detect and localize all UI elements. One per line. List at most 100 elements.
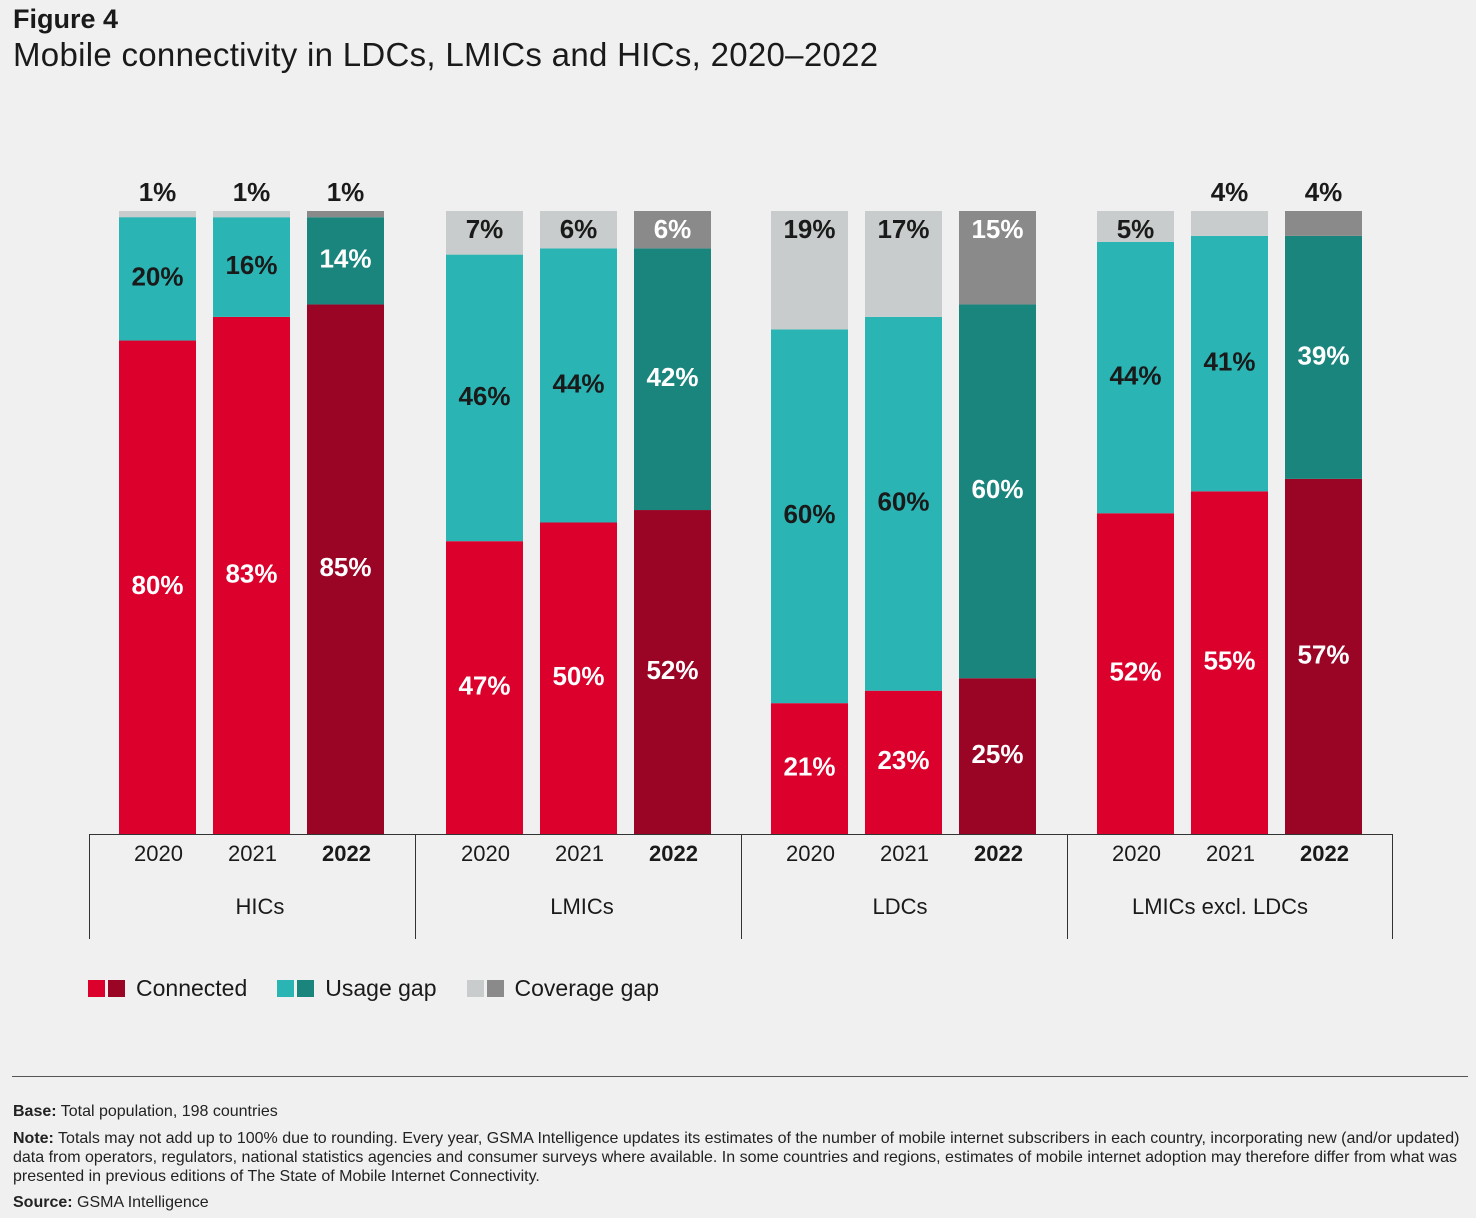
data-label-coverage-gap: 5% (1117, 214, 1155, 244)
data-label-connected: 25% (971, 739, 1023, 769)
data-label-coverage-gap: 6% (560, 214, 598, 244)
legend-swatch-usage-gap-2022 (297, 980, 315, 997)
bar-segment-coverage-gap (634, 211, 711, 249)
bar-segment-connected (119, 340, 196, 834)
group-label: LDCs (872, 894, 927, 919)
data-label-usage-gap: 14% (319, 244, 371, 274)
data-label-usage-gap: 16% (225, 250, 277, 280)
chart-legend: Connected Usage gap Coverage gap (88, 975, 689, 1002)
group-label: LMICs (550, 894, 614, 919)
data-label-usage-gap: 39% (1297, 340, 1349, 370)
data-label-coverage-gap: 4% (1305, 177, 1343, 207)
bar-segment-coverage-gap (1097, 211, 1174, 242)
bar-segment-usage-gap (1191, 235, 1268, 492)
data-label-coverage-gap: 4% (1211, 177, 1249, 207)
bar-segment-usage-gap (959, 304, 1036, 679)
data-label-coverage-gap: 1% (327, 177, 365, 207)
data-label-usage-gap: 42% (646, 362, 698, 392)
data-label-connected: 47% (458, 670, 510, 700)
bar-segment-connected (540, 522, 617, 834)
x-tick-label: 2021 (1206, 841, 1255, 866)
bar-segment-connected (1285, 478, 1362, 834)
data-label-connected: 50% (552, 661, 604, 691)
bar-segment-coverage-gap (119, 211, 196, 218)
stacked-bar-chart: 80% 20% 1% 2020 83% 16% 1% 2021 85% 14% 1% 2022 HICs… (89, 177, 1393, 939)
footnote-base-label: Base: (13, 1103, 57, 1120)
legend-item-coverage-gap: Coverage gap (466, 975, 660, 1002)
footnote-source: Source: GSMA Intelligence (13, 1193, 1463, 1212)
bar-segment-usage-gap (1097, 241, 1174, 514)
bar-segment-connected (634, 510, 711, 834)
bar-segment-coverage-gap (540, 211, 617, 249)
data-label-connected: 85% (319, 552, 371, 582)
group-label: LMICs excl. LDCs (1132, 894, 1308, 919)
data-label-coverage-gap: 15% (971, 214, 1023, 244)
data-label-coverage-gap: 19% (783, 214, 835, 244)
bar-segment-usage-gap (540, 248, 617, 523)
x-tick-label: 2022 (649, 841, 698, 866)
bar-segment-usage-gap (1285, 235, 1362, 479)
x-tick-label: 2022 (974, 841, 1023, 866)
x-tick-label: 2020 (134, 841, 183, 866)
bar-segment-connected (1097, 513, 1174, 834)
footnote-note-label: Note: (13, 1130, 54, 1147)
bar-segment-usage-gap (446, 254, 523, 542)
footnote-source-text: GSMA Intelligence (77, 1194, 209, 1211)
x-tick-label: 2022 (1300, 841, 1349, 866)
data-label-usage-gap: 44% (552, 368, 604, 398)
bar-segment-coverage-gap (213, 211, 290, 218)
bar-segment-connected (959, 678, 1036, 834)
legend-swatch-coverage-gap (466, 980, 484, 997)
data-label-connected: 21% (783, 751, 835, 781)
legend-label-connected: Connected (136, 975, 248, 1001)
bar-segment-connected (865, 690, 942, 834)
bar-segment-connected (213, 316, 290, 834)
x-tick-label: 2021 (228, 841, 277, 866)
x-tick-label: 2021 (880, 841, 929, 866)
group-label: HICs (236, 894, 285, 919)
bar-segment-usage-gap (865, 316, 942, 691)
data-label-connected: 52% (1109, 656, 1161, 686)
bar-segment-usage-gap (307, 217, 384, 305)
data-label-coverage-gap: 1% (139, 177, 177, 207)
x-tick-label: 2022 (322, 841, 371, 866)
data-label-coverage-gap: 1% (233, 177, 271, 207)
bar-segment-connected (307, 304, 384, 834)
bar-segment-connected (1191, 491, 1268, 834)
x-tick-label: 2021 (555, 841, 604, 866)
bar-segment-coverage-gap (1191, 211, 1268, 236)
bar-segment-coverage-gap (1285, 211, 1362, 236)
bar-segment-connected (771, 703, 848, 834)
data-label-usage-gap: 60% (971, 474, 1023, 504)
legend-swatch-connected-2022 (108, 980, 125, 997)
data-label-usage-gap: 20% (131, 262, 183, 292)
bar-segment-connected (446, 541, 523, 834)
legend-label-usage-gap: Usage gap (325, 975, 437, 1001)
data-label-usage-gap: 44% (1109, 360, 1161, 390)
legend-item-usage-gap: Usage gap (277, 975, 437, 1002)
bar-segment-usage-gap (634, 248, 711, 511)
data-label-connected: 80% (131, 570, 183, 600)
legend-swatch-usage-gap (277, 980, 295, 997)
x-tick-label: 2020 (1112, 841, 1161, 866)
legend-label-coverage-gap: Coverage gap (514, 975, 660, 1001)
legend-item-connected: Connected (88, 975, 247, 1002)
data-label-coverage-gap: 7% (466, 214, 504, 244)
data-label-connected: 55% (1203, 646, 1255, 676)
data-label-coverage-gap: 17% (877, 214, 929, 244)
footnote-note-text: Totals may not add up to 100% due to rou… (13, 1130, 1460, 1185)
footnote-base: Base: Total population, 198 countries (13, 1102, 1463, 1121)
data-label-connected: 57% (1297, 639, 1349, 669)
data-label-usage-gap: 46% (458, 381, 510, 411)
data-label-usage-gap: 60% (783, 499, 835, 529)
figure-title: Mobile connectivity in LDCs, LMICs and H… (13, 36, 879, 73)
data-label-coverage-gap: 6% (654, 214, 692, 244)
x-tick-label: 2020 (461, 841, 510, 866)
bar-segment-coverage-gap (771, 211, 848, 330)
x-tick-label: 2020 (786, 841, 835, 866)
figure-label: Figure 4 (13, 4, 119, 34)
footnote-source-label: Source: (13, 1194, 73, 1211)
footnote-base-text: Total population, 198 countries (60, 1103, 278, 1120)
bar-segment-coverage-gap (959, 211, 1036, 305)
legend-swatch-coverage-gap-2022 (486, 980, 504, 997)
